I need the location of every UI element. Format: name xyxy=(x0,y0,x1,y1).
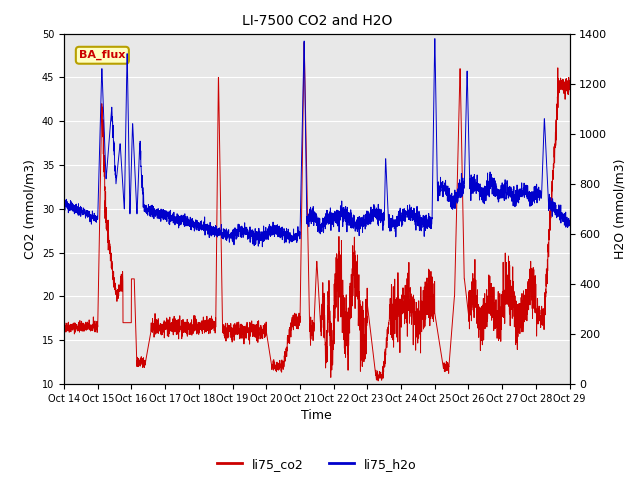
li75_h2o xyxy=(566,221,573,227)
li75_h2o xyxy=(60,204,68,209)
li75_co2 xyxy=(566,81,573,87)
li75_h2o xyxy=(375,210,383,216)
li75_co2 xyxy=(566,83,573,88)
li75_co2 xyxy=(202,323,209,329)
li75_h2o xyxy=(431,36,438,41)
li75_co2 xyxy=(374,378,382,384)
li75_h2o xyxy=(366,216,374,222)
Text: BA_flux: BA_flux xyxy=(79,50,125,60)
Legend: li75_co2, li75_h2o: li75_co2, li75_h2o xyxy=(212,453,422,476)
li75_co2 xyxy=(375,372,383,378)
li75_co2 xyxy=(60,323,68,329)
Y-axis label: CO2 (mmol/m3): CO2 (mmol/m3) xyxy=(23,159,36,259)
li75_h2o xyxy=(202,222,209,228)
li75_co2 xyxy=(300,39,308,45)
li75_co2 xyxy=(168,328,176,334)
li75_co2 xyxy=(366,323,374,328)
Line: li75_h2o: li75_h2o xyxy=(64,38,570,247)
Line: li75_co2: li75_co2 xyxy=(64,42,570,381)
Title: LI-7500 CO2 and H2O: LI-7500 CO2 and H2O xyxy=(242,14,392,28)
li75_co2 xyxy=(518,310,525,315)
li75_h2o xyxy=(168,215,176,220)
Y-axis label: H2O (mmol/m3): H2O (mmol/m3) xyxy=(613,158,626,259)
li75_h2o xyxy=(566,220,573,226)
li75_h2o xyxy=(518,190,525,196)
X-axis label: Time: Time xyxy=(301,409,332,422)
li75_h2o xyxy=(259,244,266,250)
